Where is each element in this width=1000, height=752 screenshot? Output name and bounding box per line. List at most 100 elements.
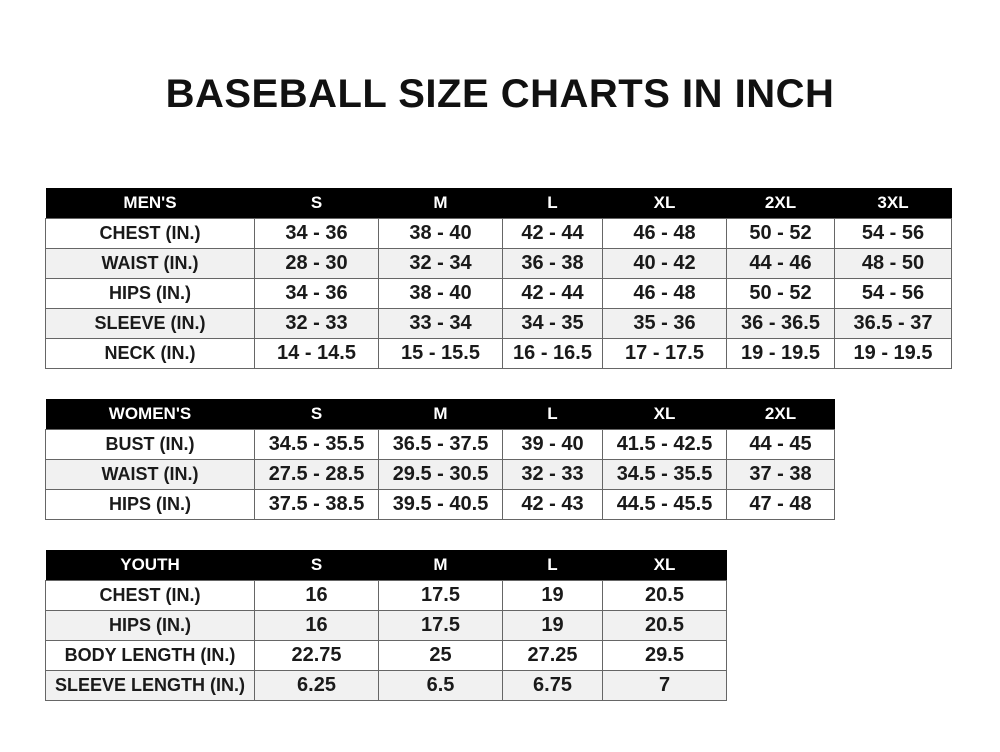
row-label: SLEEVE LENGTH (IN.) — [45, 670, 255, 701]
row-label: SLEEVE (IN.) — [45, 308, 255, 339]
womens-size-table: WOMEN'S S M L XL 2XL BUST (IN.) 34.5 - 35.5 36.5… — [45, 399, 835, 520]
measurement-cell: 29.5 — [602, 640, 727, 671]
table-row: SLEEVE (IN.) 32 - 33 33 - 34 34 - 35 35 - 36… — [45, 308, 952, 339]
measurement-cell: 34 - 35 — [502, 308, 603, 339]
youth-size-table: YOUTH S M L XL CHEST (IN.) 16 17.5 19 20.5 HIPS (I… — [45, 550, 727, 701]
header-row: MEN'S S M L XL 2XL 3XL — [45, 188, 952, 219]
table-row: HIPS (IN.) 34 - 36 38 - 40 42 - 44 46 - 48 50… — [45, 278, 952, 309]
row-label: HIPS (IN.) — [45, 610, 255, 641]
measurement-cell: 19 — [502, 580, 603, 611]
row-label: WAIST (IN.) — [45, 459, 255, 490]
measurement-cell: 15 - 15.5 — [378, 338, 503, 369]
category-header: MEN'S — [45, 188, 255, 219]
measurement-cell: 32 - 33 — [502, 459, 603, 490]
measurement-cell: 16 - 16.5 — [502, 338, 603, 369]
measurement-cell: 40 - 42 — [602, 248, 727, 279]
measurement-cell: 16 — [254, 580, 379, 611]
measurement-cell: 16 — [254, 610, 379, 641]
measurement-cell: 37.5 - 38.5 — [254, 489, 379, 520]
table-row: BODY LENGTH (IN.) 22.75 25 27.25 29.5 — [45, 640, 727, 671]
size-header: S — [254, 550, 379, 581]
measurement-cell: 44 - 45 — [726, 429, 835, 460]
measurement-cell: 17.5 — [378, 610, 503, 641]
measurement-cell: 46 - 48 — [602, 278, 727, 309]
measurement-cell: 50 - 52 — [726, 278, 835, 309]
page-title: BASEBALL SIZE CHARTS IN INCH — [165, 72, 835, 116]
header-row: YOUTH S M L XL — [45, 550, 727, 581]
size-header: 2XL — [726, 399, 835, 430]
measurement-cell: 48 - 50 — [834, 248, 952, 279]
measurement-cell: 36.5 - 37 — [834, 308, 952, 339]
measurement-cell: 54 - 56 — [834, 278, 952, 309]
size-header: L — [502, 188, 603, 219]
table-row: WAIST (IN.) 27.5 - 28.5 29.5 - 30.5 32 - 33… — [45, 459, 835, 490]
table-row: BUST (IN.) 34.5 - 35.5 36.5 - 37.5 39 - 40 4… — [45, 429, 835, 460]
measurement-cell: 39.5 - 40.5 — [378, 489, 503, 520]
size-header: XL — [602, 399, 727, 430]
measurement-cell: 6.25 — [254, 670, 379, 701]
measurement-cell: 42 - 44 — [502, 278, 603, 309]
measurement-cell: 36 - 36.5 — [726, 308, 835, 339]
table-row: HIPS (IN.) 37.5 - 38.5 39.5 - 40.5 42 - 43 4… — [45, 489, 835, 520]
row-label: BUST (IN.) — [45, 429, 255, 460]
row-label: WAIST (IN.) — [45, 248, 255, 279]
measurement-cell: 7 — [602, 670, 727, 701]
header-row: WOMEN'S S M L XL 2XL — [45, 399, 835, 430]
measurement-cell: 36.5 - 37.5 — [378, 429, 503, 460]
size-header: XL — [602, 550, 727, 581]
size-header: 3XL — [834, 188, 952, 219]
row-label: HIPS (IN.) — [45, 278, 255, 309]
measurement-cell: 47 - 48 — [726, 489, 835, 520]
measurement-cell: 27.5 - 28.5 — [254, 459, 379, 490]
measurement-cell: 20.5 — [602, 580, 727, 611]
measurement-cell: 36 - 38 — [502, 248, 603, 279]
measurement-cell: 6.5 — [378, 670, 503, 701]
measurement-cell: 46 - 48 — [602, 218, 727, 249]
measurement-cell: 41.5 - 42.5 — [602, 429, 727, 460]
measurement-cell: 44.5 - 45.5 — [602, 489, 727, 520]
table-row: SLEEVE LENGTH (IN.) 6.25 6.5 6.75 7 — [45, 670, 727, 701]
size-header: S — [254, 399, 379, 430]
measurement-cell: 27.25 — [502, 640, 603, 671]
category-header: YOUTH — [45, 550, 255, 581]
measurement-cell: 39 - 40 — [502, 429, 603, 460]
measurement-cell: 42 - 43 — [502, 489, 603, 520]
measurement-cell: 29.5 - 30.5 — [378, 459, 503, 490]
measurement-cell: 33 - 34 — [378, 308, 503, 339]
measurement-cell: 38 - 40 — [378, 278, 503, 309]
measurement-cell: 19 - 19.5 — [726, 338, 835, 369]
measurement-cell: 17 - 17.5 — [602, 338, 727, 369]
size-header: S — [254, 188, 379, 219]
table-row: CHEST (IN.) 34 - 36 38 - 40 42 - 44 46 - 48 5… — [45, 218, 952, 249]
size-header: M — [378, 399, 503, 430]
measurement-cell: 19 — [502, 610, 603, 641]
measurement-cell: 19 - 19.5 — [834, 338, 952, 369]
measurement-cell: 22.75 — [254, 640, 379, 671]
size-header: 2XL — [726, 188, 835, 219]
row-label: HIPS (IN.) — [45, 489, 255, 520]
measurement-cell: 14 - 14.5 — [254, 338, 379, 369]
measurement-cell: 37 - 38 — [726, 459, 835, 490]
measurement-cell: 28 - 30 — [254, 248, 379, 279]
measurement-cell: 50 - 52 — [726, 218, 835, 249]
size-header: L — [502, 550, 603, 581]
row-label: CHEST (IN.) — [45, 218, 255, 249]
measurement-cell: 44 - 46 — [726, 248, 835, 279]
size-header: M — [378, 550, 503, 581]
table-row: HIPS (IN.) 16 17.5 19 20.5 — [45, 610, 727, 641]
table-row: CHEST (IN.) 16 17.5 19 20.5 — [45, 580, 727, 611]
measurement-cell: 34 - 36 — [254, 218, 379, 249]
measurement-cell: 34.5 - 35.5 — [602, 459, 727, 490]
row-label: CHEST (IN.) — [45, 580, 255, 611]
row-label: BODY LENGTH (IN.) — [45, 640, 255, 671]
mens-size-table: MEN'S S M L XL 2XL 3XL CHEST (IN.) 34 - 36 38 - 4… — [45, 188, 952, 369]
measurement-cell: 25 — [378, 640, 503, 671]
size-header: L — [502, 399, 603, 430]
category-header: WOMEN'S — [45, 399, 255, 430]
measurement-cell: 38 - 40 — [378, 218, 503, 249]
measurement-cell: 34.5 - 35.5 — [254, 429, 379, 460]
measurement-cell: 35 - 36 — [602, 308, 727, 339]
measurement-cell: 20.5 — [602, 610, 727, 641]
row-label: NECK (IN.) — [45, 338, 255, 369]
measurement-cell: 6.75 — [502, 670, 603, 701]
